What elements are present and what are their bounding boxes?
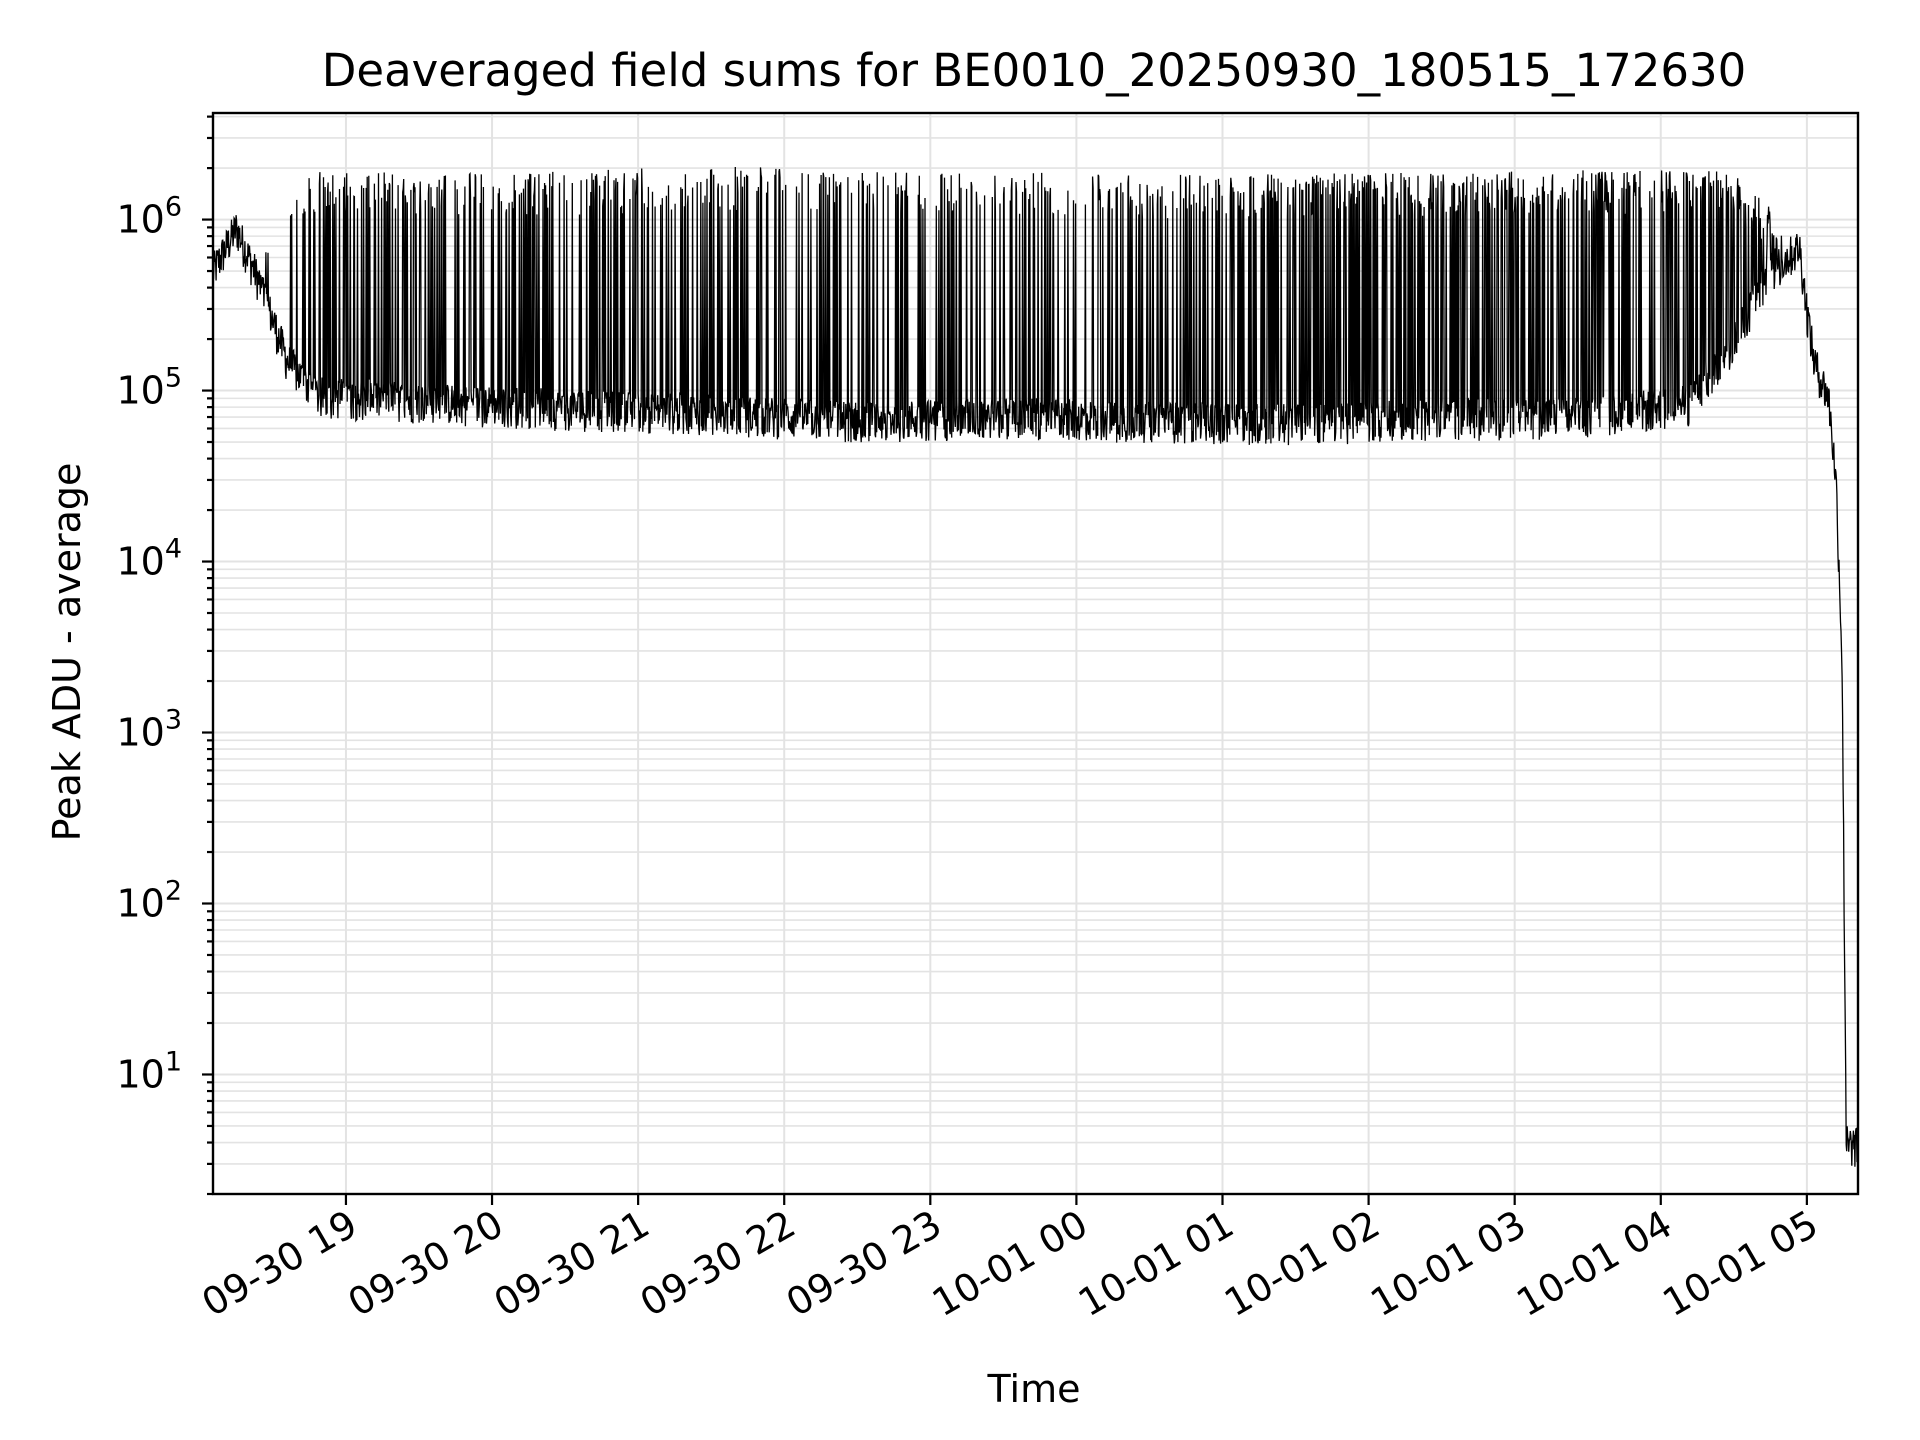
y-axis-ticks: 101 102 103 104 105 106	[116, 115, 213, 1196]
y-tick-label: 106	[116, 192, 182, 242]
y-tick-label: 101	[116, 1046, 182, 1096]
chart-title: Deaveraged field sums for BE0010_2025093…	[322, 44, 1747, 97]
y-tick-label: 104	[116, 534, 182, 584]
y-tick-label: 105	[116, 363, 182, 413]
series-line	[212, 166, 1859, 1167]
x-axis-label: Time	[987, 1367, 1081, 1411]
y-axis-label: Peak ADU - average	[45, 463, 89, 842]
y-tick-label: 102	[116, 876, 182, 926]
plot-frame	[211, 111, 1860, 1196]
y-tick-label: 103	[116, 705, 182, 755]
